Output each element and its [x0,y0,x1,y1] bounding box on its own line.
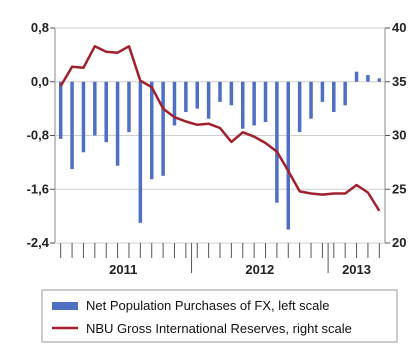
bar [263,81,268,123]
bar [138,81,143,223]
bar [195,81,199,109]
right-tick-label: 35 [392,74,406,89]
bar [366,75,370,82]
legend-label-line: NBU Gross International Reserves, right … [86,321,352,336]
line-series [59,45,381,212]
right-tick-label: 40 [392,20,406,35]
legend-box [41,289,398,343]
left-tick-label: -1,6 [27,181,49,196]
right-tick-label: 20 [392,235,406,250]
bar [377,78,382,82]
bar-series [58,71,382,230]
bar [206,81,211,119]
bar [354,71,359,82]
year-label: 2011 [109,262,137,277]
bar [275,81,279,203]
bar [184,81,188,112]
bar [172,81,177,126]
left-axis: 0,8 0,0 -0,8 -1,6 -2,4 [27,20,55,250]
legend: Net Population Purchases of FX, left sca… [41,289,398,343]
bar [320,81,325,102]
bar [241,81,245,129]
bar [218,81,222,102]
bar [229,81,234,106]
left-tick-label: -0,8 [27,128,49,143]
bar [93,81,97,136]
legend-swatch-bar [52,302,78,310]
bar [161,81,165,176]
reserves-line [59,45,381,212]
legend-label-bar: Net Population Purchases of FX, left sca… [86,298,330,313]
bar [297,81,302,133]
bar [309,81,313,119]
bar [81,81,86,153]
left-tick-label: 0,8 [31,20,49,35]
bar [149,81,154,180]
bar [115,81,120,166]
left-tick-label: -2,4 [27,235,50,250]
right-tick-label: 30 [392,128,406,143]
bar [343,81,347,106]
right-axis: 40 35 30 25 20 [385,20,406,250]
left-tick-label: 0,0 [31,74,49,89]
bar [332,81,336,112]
bar [286,81,291,230]
year-label: 2013 [342,262,371,277]
bar [252,81,256,126]
bar [104,81,108,143]
right-tick-label: 25 [392,181,406,196]
bar [127,81,131,133]
bar [70,81,74,170]
x-axis: 2011 2012 2013 [60,243,380,277]
year-label: 2012 [245,262,274,277]
bar [58,81,63,139]
